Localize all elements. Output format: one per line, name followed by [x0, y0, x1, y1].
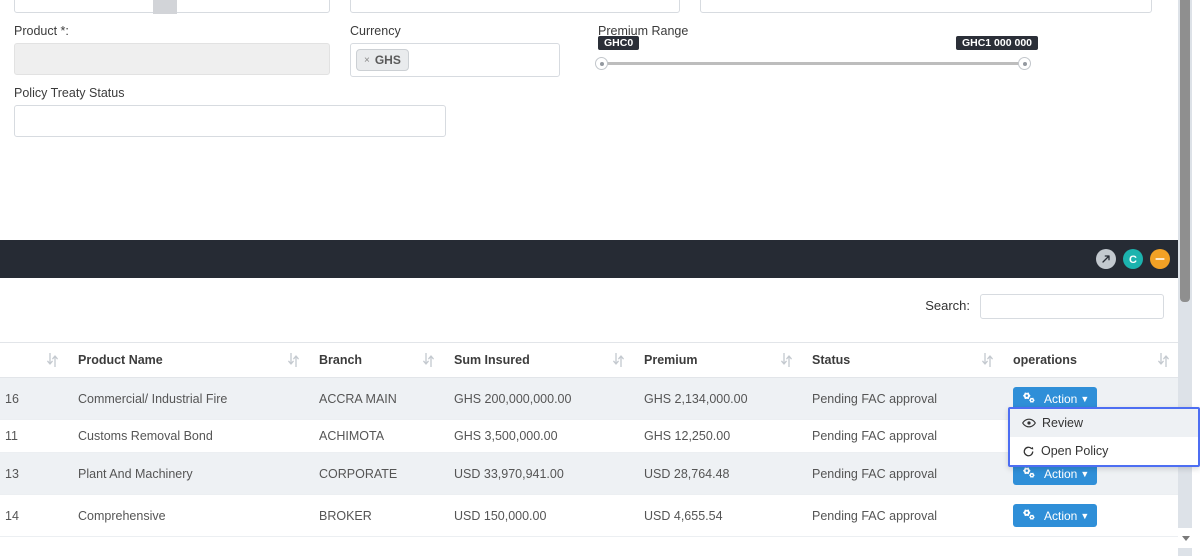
svg-text:C: C — [1129, 254, 1137, 266]
